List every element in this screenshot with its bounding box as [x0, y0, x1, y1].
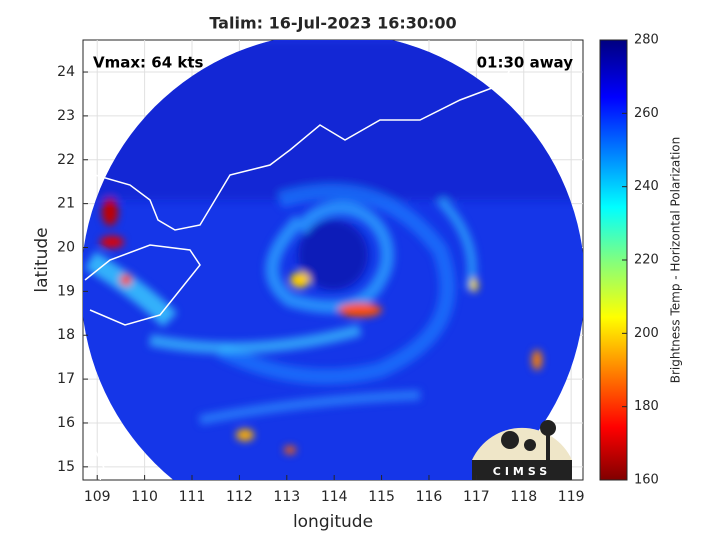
- y-tick-label: 17: [57, 371, 75, 387]
- x-tick-label: 114: [321, 489, 348, 505]
- colorbar-tick-label: 240: [634, 179, 659, 194]
- colorbar-tick-label: 180: [634, 399, 659, 414]
- y-tick-label: 20: [57, 239, 75, 255]
- x-tick-label: 117: [463, 489, 490, 505]
- x-tick-label: 116: [416, 489, 443, 505]
- x-tick-label: 109: [84, 489, 111, 505]
- x-axis-label: longitude: [293, 512, 373, 532]
- colorbar-label: Brightness Temp - Horizontal Polarizatio…: [669, 137, 683, 384]
- colorbar-tick-label: 280: [634, 33, 659, 48]
- x-tick-label: 119: [558, 489, 585, 505]
- colorbar-tick-label: 160: [634, 473, 659, 488]
- x-tick-label: 113: [273, 489, 300, 505]
- colorbar-tick-label: 200: [634, 326, 659, 341]
- logo-text: CIMSS: [493, 465, 551, 478]
- x-tick-label: 111: [179, 489, 206, 505]
- y-tick-label: 22: [57, 152, 75, 168]
- y-tick-label: 16: [57, 415, 75, 431]
- x-tick-label: 112: [226, 489, 253, 505]
- y-axis-label: latitude: [32, 227, 52, 292]
- chart-title: Talim: 16-Jul-2023 16:30:00: [209, 14, 456, 33]
- x-tick-label: 110: [131, 489, 158, 505]
- y-tick-label: 15: [57, 459, 75, 475]
- y-tick-label: 23: [57, 108, 75, 124]
- y-tick-label: 19: [57, 283, 75, 299]
- colorbar-tick-label: 220: [634, 253, 659, 268]
- cimss-logo: CIMSS: [472, 420, 572, 480]
- x-tick-label: 115: [368, 489, 395, 505]
- y-tick-label: 24: [57, 64, 75, 80]
- y-tick-label: 21: [57, 196, 75, 212]
- y-tick-label: 18: [57, 327, 75, 343]
- annotation: 01:30 away: [477, 54, 574, 72]
- annotation: Vmax: 64 kts: [93, 54, 203, 72]
- colorbar-tick-label: 260: [634, 106, 659, 121]
- x-tick-label: 118: [510, 489, 537, 505]
